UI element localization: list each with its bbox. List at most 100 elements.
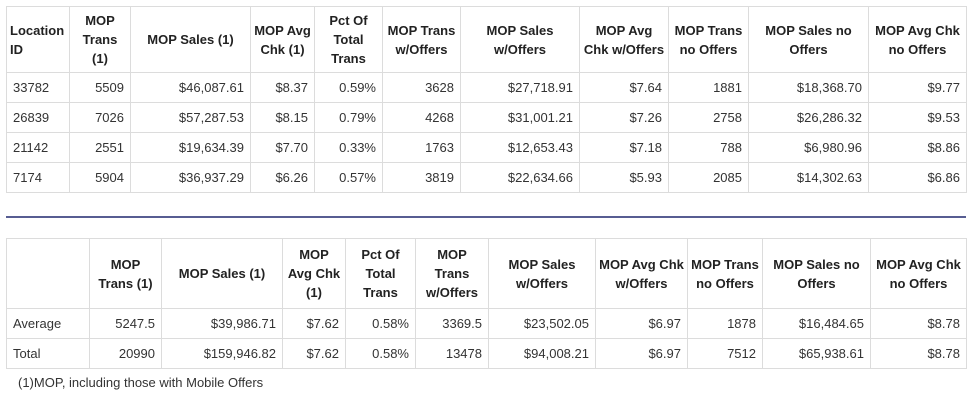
- cell-mop-trans-w-offers: 4268: [382, 102, 461, 133]
- cell-location-id: 21142: [6, 132, 70, 163]
- header-mop-sales-w-offers: MOP Sales w/Offers: [460, 6, 580, 73]
- header-mop-sales-no-offers: MOP Sales no Offers: [748, 6, 869, 73]
- cell-mop-sales-no-offers: $16,484.65: [762, 308, 871, 339]
- cell-location-id: 33782: [6, 72, 70, 103]
- location-table-header-row: Location ID MOP Trans (1) MOP Sales (1) …: [6, 6, 967, 73]
- header-mop-sales: MOP Sales (1): [130, 6, 251, 73]
- header-mop-avg-chk-no-offers: MOP Avg Chk no Offers: [868, 6, 967, 73]
- cell-mop-sales: $57,287.53: [130, 102, 251, 133]
- header-location-id: Location ID: [6, 6, 70, 73]
- cell-mop-sales-no-offers: $65,938.61: [762, 338, 871, 369]
- cell-pct-of-total-trans: 0.33%: [314, 132, 383, 163]
- cell-pct-of-total-trans: 0.59%: [314, 72, 383, 103]
- cell-mop-trans-no-offers: 1881: [668, 72, 749, 103]
- cell-location-id: 26839: [6, 102, 70, 133]
- header-mop-avg-chk-w-offers: MOP Avg Chk w/Offers: [579, 6, 669, 73]
- table-row: 21142 2551 $19,634.39 $7.70 0.33% 1763 $…: [6, 132, 967, 163]
- cell-mop-avg-chk-no-offers: $6.86: [868, 162, 967, 193]
- header-row-label: [6, 238, 90, 309]
- cell-mop-sales-no-offers: $18,368.70: [748, 72, 869, 103]
- cell-mop-trans: 5509: [69, 72, 131, 103]
- cell-mop-avg-chk: $8.15: [250, 102, 315, 133]
- cell-mop-sales-w-offers: $31,001.21: [460, 102, 580, 133]
- cell-location-id: 7174: [6, 162, 70, 193]
- summary-row-total: Total 20990 $159,946.82 $7.62 0.58% 1347…: [6, 338, 967, 369]
- cell-mop-trans-no-offers: 7512: [687, 338, 763, 369]
- summary-table: MOP Trans (1) MOP Sales (1) MOP Avg Chk …: [6, 238, 967, 369]
- table-row: 7174 5904 $36,937.29 $6.26 0.57% 3819 $2…: [6, 162, 967, 193]
- cell-mop-trans: 5904: [69, 162, 131, 193]
- cell-mop-trans: 5247.5: [89, 308, 162, 339]
- cell-mop-sales-w-offers: $27,718.91: [460, 72, 580, 103]
- cell-mop-avg-chk: $7.62: [282, 338, 346, 369]
- cell-mop-avg-chk: $6.26: [250, 162, 315, 193]
- cell-mop-avg-chk: $7.70: [250, 132, 315, 163]
- summary-row-average: Average 5247.5 $39,986.71 $7.62 0.58% 33…: [6, 308, 967, 339]
- cell-mop-trans-w-offers: 3369.5: [415, 308, 489, 339]
- header-mop-sales-w-offers: MOP Sales w/Offers: [488, 238, 596, 309]
- cell-pct-of-total-trans: 0.58%: [345, 338, 416, 369]
- summary-table-header-row: MOP Trans (1) MOP Sales (1) MOP Avg Chk …: [6, 238, 967, 309]
- cell-mop-sales: $159,946.82: [161, 338, 283, 369]
- header-mop-trans-no-offers: MOP Trans no Offers: [668, 6, 749, 73]
- cell-mop-trans-w-offers: 3819: [382, 162, 461, 193]
- header-pct-of-total-trans: Pct Of Total Trans: [345, 238, 416, 309]
- cell-pct-of-total-trans: 0.58%: [345, 308, 416, 339]
- cell-mop-trans-no-offers: 788: [668, 132, 749, 163]
- cell-mop-avg-chk-no-offers: $9.53: [868, 102, 967, 133]
- header-mop-sales: MOP Sales (1): [161, 238, 283, 309]
- header-mop-avg-chk: MOP Avg Chk (1): [250, 6, 315, 73]
- cell-mop-avg-chk: $7.62: [282, 308, 346, 339]
- cell-mop-sales-no-offers: $6,980.96: [748, 132, 869, 163]
- cell-mop-avg-chk-w-offers: $6.97: [595, 308, 688, 339]
- cell-mop-avg-chk-w-offers: $7.26: [579, 102, 669, 133]
- cell-mop-sales-no-offers: $26,286.32: [748, 102, 869, 133]
- cell-mop-trans: 7026: [69, 102, 131, 133]
- cell-mop-sales: $19,634.39: [130, 132, 251, 163]
- cell-mop-trans-no-offers: 1878: [687, 308, 763, 339]
- cell-mop-trans-no-offers: 2085: [668, 162, 749, 193]
- cell-mop-trans: 20990: [89, 338, 162, 369]
- header-mop-trans-w-offers: MOP Trans w/Offers: [415, 238, 489, 309]
- cell-mop-sales-no-offers: $14,302.63: [748, 162, 869, 193]
- cell-mop-trans-w-offers: 3628: [382, 72, 461, 103]
- section-divider: [6, 216, 966, 218]
- location-table: Location ID MOP Trans (1) MOP Sales (1) …: [6, 6, 967, 193]
- header-mop-trans-no-offers: MOP Trans no Offers: [687, 238, 763, 309]
- cell-mop-trans-w-offers: 13478: [415, 338, 489, 369]
- header-mop-avg-chk-w-offers: MOP Avg Chk w/Offers: [595, 238, 688, 309]
- cell-mop-sales-w-offers: $23,502.05: [488, 308, 596, 339]
- header-mop-sales-no-offers: MOP Sales no Offers: [762, 238, 871, 309]
- cell-row-label: Average: [6, 308, 90, 339]
- cell-mop-sales: $39,986.71: [161, 308, 283, 339]
- cell-mop-trans-w-offers: 1763: [382, 132, 461, 163]
- cell-mop-sales-w-offers: $22,634.66: [460, 162, 580, 193]
- cell-mop-avg-chk-no-offers: $9.77: [868, 72, 967, 103]
- table-row: 26839 7026 $57,287.53 $8.15 0.79% 4268 $…: [6, 102, 967, 133]
- header-mop-avg-chk-no-offers: MOP Avg Chk no Offers: [870, 238, 967, 309]
- cell-mop-sales-w-offers: $12,653.43: [460, 132, 580, 163]
- header-mop-trans: MOP Trans (1): [69, 6, 131, 73]
- cell-mop-trans-no-offers: 2758: [668, 102, 749, 133]
- cell-mop-sales-w-offers: $94,008.21: [488, 338, 596, 369]
- cell-row-label: Total: [6, 338, 90, 369]
- table-row: 33782 5509 $46,087.61 $8.37 0.59% 3628 $…: [6, 72, 967, 103]
- header-mop-trans: MOP Trans (1): [89, 238, 162, 309]
- header-mop-avg-chk: MOP Avg Chk (1): [282, 238, 346, 309]
- cell-mop-avg-chk-no-offers: $8.78: [870, 308, 967, 339]
- cell-mop-avg-chk-w-offers: $6.97: [595, 338, 688, 369]
- cell-pct-of-total-trans: 0.79%: [314, 102, 383, 133]
- cell-mop-avg-chk-no-offers: $8.78: [870, 338, 967, 369]
- header-pct-of-total-trans: Pct Of Total Trans: [314, 6, 383, 73]
- footnote: (1)MOP, including those with Mobile Offe…: [18, 375, 264, 390]
- cell-mop-avg-chk-w-offers: $7.64: [579, 72, 669, 103]
- cell-pct-of-total-trans: 0.57%: [314, 162, 383, 193]
- header-mop-trans-w-offers: MOP Trans w/Offers: [382, 6, 461, 73]
- cell-mop-avg-chk-w-offers: $7.18: [579, 132, 669, 163]
- cell-mop-sales: $46,087.61: [130, 72, 251, 103]
- cell-mop-avg-chk: $8.37: [250, 72, 315, 103]
- cell-mop-trans: 2551: [69, 132, 131, 163]
- cell-mop-avg-chk-w-offers: $5.93: [579, 162, 669, 193]
- cell-mop-sales: $36,937.29: [130, 162, 251, 193]
